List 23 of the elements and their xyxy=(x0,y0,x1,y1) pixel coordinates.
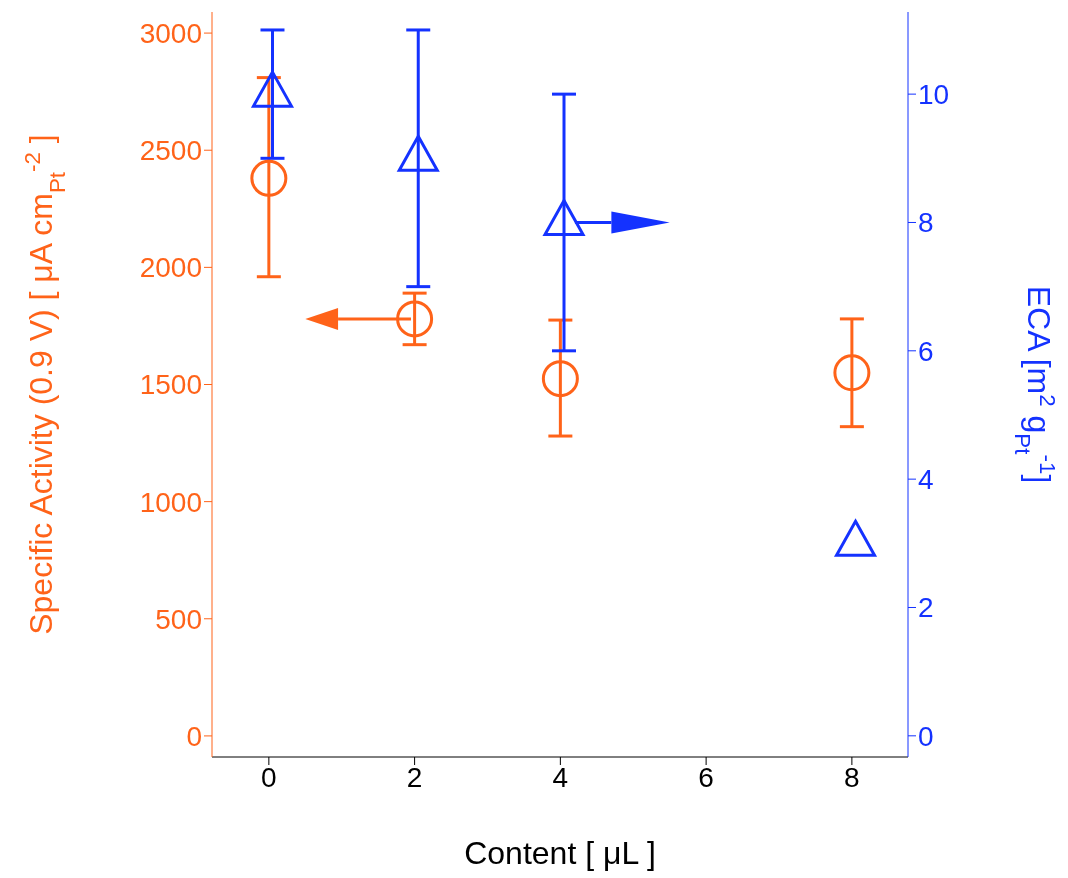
y-tick-label: 3000 xyxy=(139,18,202,50)
y2-tick-label: 6 xyxy=(918,335,934,367)
x-tick-label: 8 xyxy=(844,761,860,793)
x-tick-label: 6 xyxy=(698,761,714,793)
y2-tick-label: 10 xyxy=(918,79,950,111)
point xyxy=(833,354,871,392)
x-tick-label: 4 xyxy=(552,761,569,793)
y-tick-label: 1500 xyxy=(139,369,202,401)
y-tick-label: 2000 xyxy=(139,252,202,284)
y-tick-label: 500 xyxy=(155,603,202,635)
point xyxy=(541,360,579,398)
point xyxy=(250,159,288,197)
y-tick-label: 2500 xyxy=(139,135,202,167)
y2-tick-label: 2 xyxy=(918,592,934,624)
x-tick-label: 0 xyxy=(261,761,277,793)
y-tick-label: 1000 xyxy=(139,486,202,518)
y2-tick-label: 4 xyxy=(918,464,934,496)
point xyxy=(396,300,434,338)
x-axis-title: Content [ μL ] xyxy=(464,835,656,871)
y2-tick-label: 0 xyxy=(918,720,934,752)
y2-tick-label: 8 xyxy=(918,207,934,239)
x-tick-label: 2 xyxy=(406,761,423,793)
y-tick-label: 0 xyxy=(186,720,202,752)
